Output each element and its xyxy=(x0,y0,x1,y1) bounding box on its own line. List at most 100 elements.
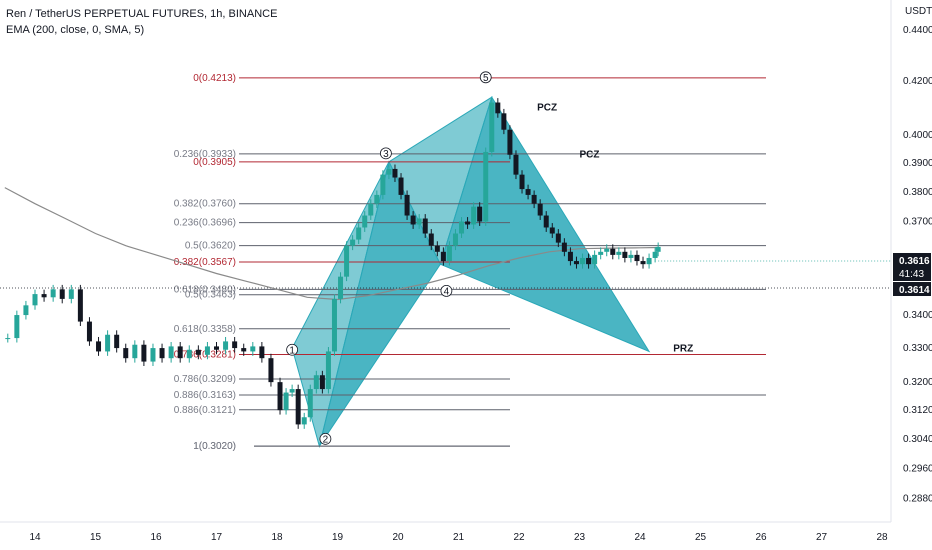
candle-body xyxy=(471,206,477,225)
time-tick: 16 xyxy=(150,532,162,543)
candle-body xyxy=(616,251,622,255)
price-axis[interactable]: USDT 0.4400 0.4200 0.4000 0.3900 0.3800 0.370… xyxy=(903,6,932,505)
time-tick: 25 xyxy=(695,532,707,543)
candle-body xyxy=(655,246,661,252)
fib-label: 0.886(0.3163) xyxy=(174,390,236,401)
chart-title: Ren / TetherUS PERPETUAL FUTURES, 1h, BI… xyxy=(6,8,278,20)
candle-body xyxy=(168,346,174,359)
candle-body xyxy=(586,257,592,265)
candle-body xyxy=(177,346,183,359)
candle-body xyxy=(331,298,337,352)
candle-body xyxy=(477,206,483,222)
price-tick: 0.3700 xyxy=(903,216,932,227)
point-marker-5 xyxy=(479,71,492,84)
candles xyxy=(5,98,661,429)
price-tick: 0.3120 xyxy=(903,405,932,416)
candle-body xyxy=(77,289,83,322)
candle-body xyxy=(307,389,313,418)
fib-label: 0.236(0.3696) xyxy=(174,218,236,229)
candle-body xyxy=(350,239,356,246)
current-price-badge xyxy=(893,253,931,281)
candle-body xyxy=(495,102,501,114)
candle-body xyxy=(214,346,219,350)
fib-label: 0.886(0.3121) xyxy=(174,405,236,416)
candle-body xyxy=(513,154,519,175)
candle-body xyxy=(59,289,65,299)
candle-body xyxy=(295,389,301,425)
candle-body xyxy=(86,321,92,342)
pattern-triangle-3 xyxy=(388,96,493,266)
price-tick: 0.4200 xyxy=(903,76,932,87)
fib-label: 0.618(0.3358) xyxy=(174,324,236,335)
time-tick: 14 xyxy=(29,532,41,543)
candle-body xyxy=(634,254,640,262)
fib-label: 0.786(0.3281) xyxy=(174,349,236,360)
price-tick: 0.4400 xyxy=(903,25,932,36)
time-tick: 19 xyxy=(332,532,344,543)
time-tick: 24 xyxy=(634,532,646,543)
candle-body xyxy=(555,233,561,243)
time-tick: 23 xyxy=(574,532,586,543)
candle-body xyxy=(622,251,628,258)
candle-body xyxy=(41,294,47,298)
price-tick: 0.3800 xyxy=(903,187,932,198)
candle-body xyxy=(259,346,265,359)
candle-body xyxy=(374,194,380,204)
candle-body xyxy=(386,168,392,175)
candle-body xyxy=(123,348,129,359)
point-label-4: 4 xyxy=(444,286,450,297)
candle-body xyxy=(289,389,295,393)
time-axis[interactable]: 14 15 16 17 18 19 20 21 22 23 24 25 26 27 28 xyxy=(29,532,888,543)
candle-body xyxy=(344,245,350,277)
candle-body xyxy=(186,349,192,359)
fib-label: 0.382(0.3567) xyxy=(174,257,236,268)
candle-body xyxy=(362,215,368,228)
point-marker-4 xyxy=(440,285,453,297)
time-tick: 21 xyxy=(453,532,465,543)
candle-body xyxy=(652,251,658,258)
point-label-1: 1 xyxy=(289,345,295,356)
fib-label: 0.5(0.3463) xyxy=(185,290,236,301)
candle-body xyxy=(561,242,567,252)
point-label-5: 5 xyxy=(483,73,489,84)
candle-body xyxy=(23,305,29,316)
candle-body xyxy=(537,203,543,216)
price-tick: 0.2880 xyxy=(903,494,932,505)
candle-body xyxy=(440,251,446,262)
candle-body xyxy=(404,194,410,216)
price-tick: 0.3400 xyxy=(903,310,932,321)
ema-line xyxy=(4,187,659,301)
time-tick: 28 xyxy=(876,532,888,543)
price-tick: 0.3040 xyxy=(903,434,932,445)
candle-body xyxy=(459,221,465,234)
candle-body xyxy=(446,245,452,262)
zone-label-pcz: PCZ xyxy=(537,103,557,114)
indicator-label: EMA (200, close, 0, SMA, 5) xyxy=(6,24,145,36)
candle-body xyxy=(50,289,56,298)
candle-body xyxy=(567,251,573,262)
price-tick: 0.4000 xyxy=(903,130,932,141)
candle-body xyxy=(501,113,507,130)
candle-body xyxy=(159,348,165,359)
candle-body xyxy=(598,251,604,255)
fib-label: 0.382(0.3760) xyxy=(174,199,236,210)
time-tick: 22 xyxy=(513,532,525,543)
candle-body xyxy=(483,151,489,222)
point-marker-1 xyxy=(286,343,299,356)
ema-200-line xyxy=(4,187,659,301)
pattern-labels: 1 2 3 4 5 PCZ PCZ PRZ xyxy=(286,71,693,445)
candle-body xyxy=(580,257,586,265)
candle-body xyxy=(519,174,525,190)
price-tick: 0.3300 xyxy=(903,343,932,354)
time-tick: 27 xyxy=(816,532,828,543)
candle-body xyxy=(14,315,20,339)
candle-body xyxy=(489,102,495,152)
countdown-text: 41:43 xyxy=(899,269,924,280)
candle-body xyxy=(250,346,256,352)
candle-body xyxy=(525,189,531,195)
time-tick: 26 xyxy=(755,532,767,543)
point-label-3: 3 xyxy=(383,149,389,160)
candle-body xyxy=(549,227,555,234)
candle-body xyxy=(543,215,549,228)
